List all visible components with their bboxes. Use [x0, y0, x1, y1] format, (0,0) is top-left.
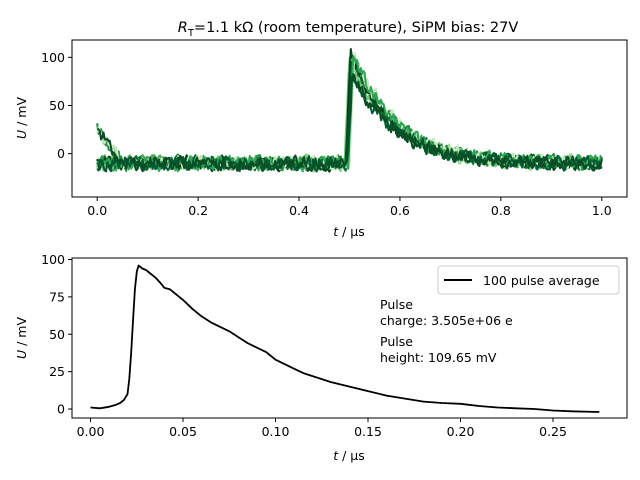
- legend-label: 100 pulse average: [483, 273, 600, 288]
- height-annotation-line2: height: 109.65 mV: [380, 350, 497, 365]
- top-y-axis-label: U / mV: [14, 97, 29, 139]
- bottom-average-group: [90, 264, 600, 413]
- top-xtick-label: 0.4: [289, 203, 309, 218]
- top-y-ticks: 0 50 100: [41, 50, 72, 161]
- top-xtick-label: 0.8: [491, 203, 511, 218]
- top-trace-group: [96, 48, 603, 173]
- top-x-ticks: 0.0 0.2 0.4 0.6 0.8 1.0: [87, 197, 612, 218]
- bottom-xtick-label: 0.20: [447, 424, 475, 439]
- legend: 100 pulse average: [437, 265, 620, 295]
- charge-annotation-line2: charge: 3.505e+06 e: [380, 313, 513, 328]
- bottom-ytick-label: 100: [41, 252, 65, 267]
- title-subscript: T: [187, 28, 195, 39]
- top-ytick-label: 50: [49, 98, 65, 113]
- bottom-xtick-label: 0.00: [77, 424, 105, 439]
- bottom-ytick-label: 75: [49, 289, 65, 304]
- top-xtick-label: 0.2: [188, 203, 208, 218]
- bottom-ytick-label: 50: [49, 327, 65, 342]
- top-chart: 0.0 0.2 0.4 0.6 0.8 1.0 0 50 100 t / µs U / mV: [14, 39, 628, 239]
- top-plot-frame: [71, 39, 628, 198]
- top-xtick-label: 1.0: [592, 203, 612, 218]
- bottom-xtick-label: 0.25: [539, 424, 567, 439]
- bottom-y-ticks: 0 25 50 75 100: [41, 252, 72, 417]
- bottom-plot-frame: [71, 257, 628, 419]
- bottom-ytick-label: 25: [49, 364, 65, 379]
- title-r: R: [178, 20, 188, 36]
- title-rest: =1.1 kΩ (room temperature), SiPM bias: 2…: [194, 20, 518, 36]
- bottom-chart: 0.00 0.05 0.10 0.15 0.20 0.25 0 25 50 75 100 t / …: [14, 252, 628, 463]
- bottom-xtick-label: 0.10: [262, 424, 290, 439]
- top-ytick-label: 0: [57, 146, 65, 161]
- top-x-axis-label: t / µs: [333, 224, 365, 239]
- trace-line: [96, 74, 603, 173]
- bottom-x-axis-label: t / µs: [333, 448, 365, 463]
- bottom-xtick-label: 0.15: [354, 424, 382, 439]
- average-pulse-line: [90, 264, 600, 413]
- figure-title: RT=1.1 kΩ (room temperature), SiPM bias:…: [178, 20, 519, 39]
- bottom-x-ticks: 0.00 0.05 0.10 0.15 0.20 0.25: [77, 418, 567, 439]
- top-ytick-label: 100: [41, 50, 65, 65]
- bottom-ytick-label: 0: [57, 402, 65, 417]
- top-xtick-label: 0.0: [87, 203, 107, 218]
- top-xtick-label: 0.6: [390, 203, 410, 218]
- charge-annotation-line1: Pulse: [380, 297, 413, 312]
- height-annotation-line1: Pulse: [380, 334, 413, 349]
- legend-box: [437, 265, 620, 295]
- bottom-y-axis-label: U / mV: [14, 317, 29, 359]
- bottom-xtick-label: 0.05: [169, 424, 197, 439]
